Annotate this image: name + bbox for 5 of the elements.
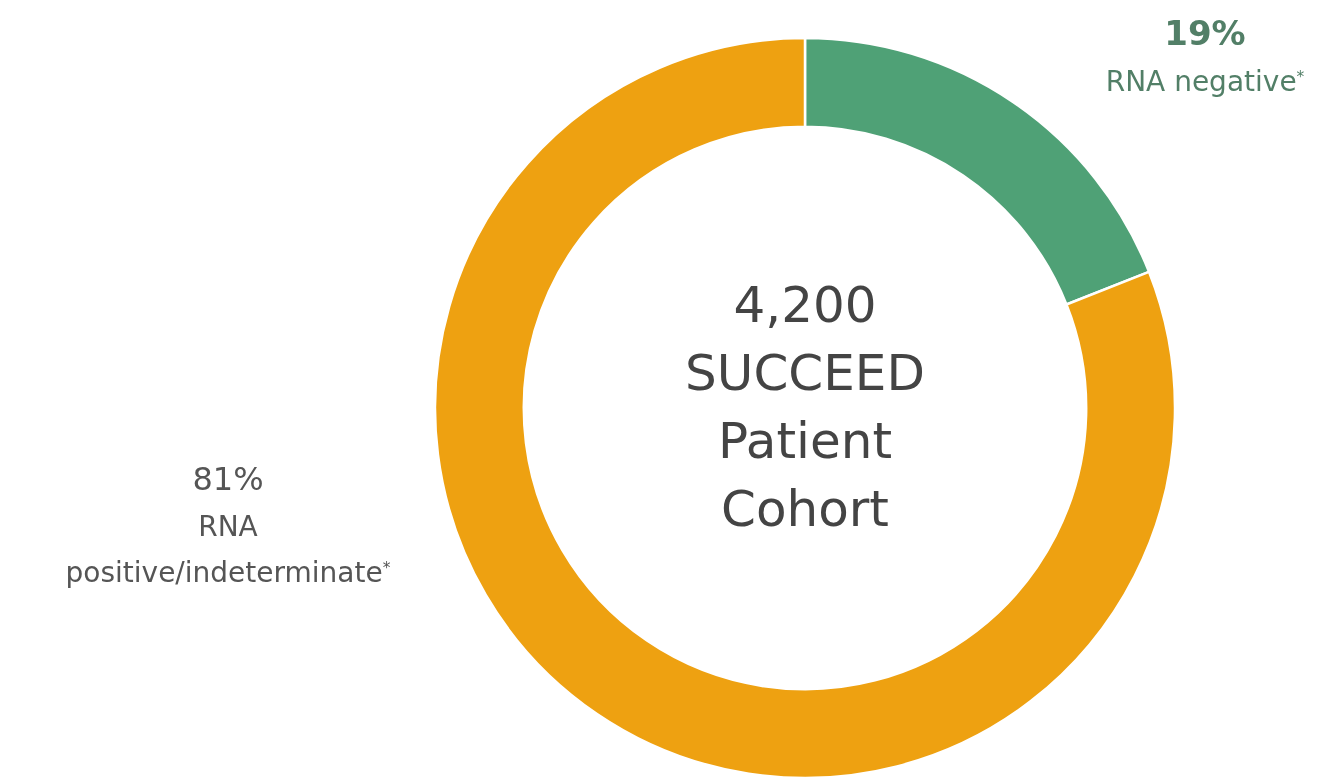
slice-label: RNA positive/indeterminate$^{*}$: [65, 510, 391, 589]
data-label: 81%: [192, 460, 264, 498]
data-label: 19%: [1164, 13, 1246, 53]
text: 4,200 SUCCEED Patient Cohort: [685, 276, 925, 538]
slice-label: RNA negative$^{*}$: [1105, 65, 1305, 98]
